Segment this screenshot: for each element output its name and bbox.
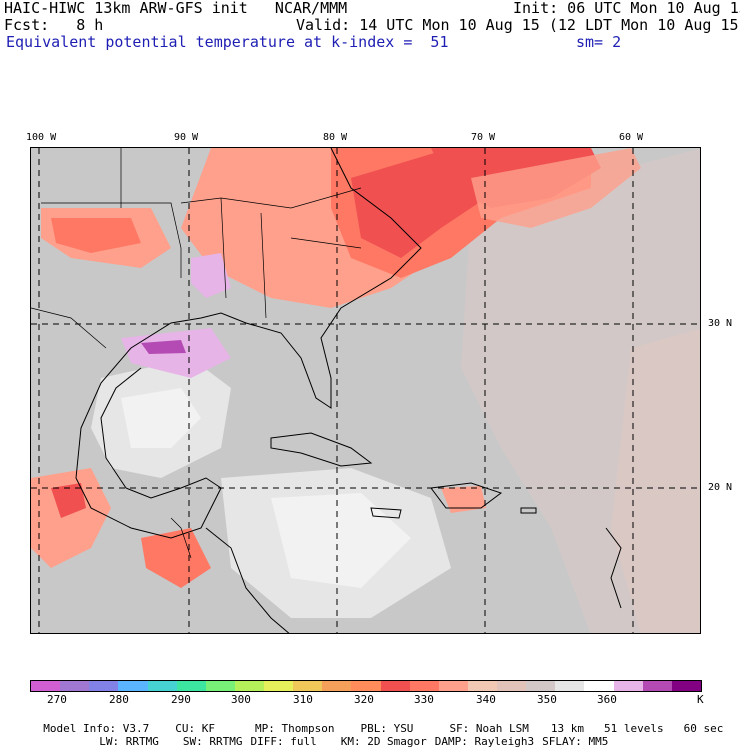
jamaica-outline	[370, 507, 402, 519]
colorbar-swatch	[205, 681, 235, 691]
colorbar-tick: 350	[537, 693, 557, 706]
colorbar-tick: 270	[47, 693, 67, 706]
sf-scheme: SF: Noah LSM	[449, 722, 529, 735]
colorbar-swatch	[497, 681, 527, 691]
border-8	[170, 517, 192, 559]
guatemala-warm-band	[141, 528, 211, 588]
colorbar-swatch	[671, 681, 701, 691]
footer-line-2: LW: RRTMG SW: RRTMG DIFF: full KM: 2D Smago…	[86, 724, 608, 748]
level-text: at k-index = 51	[304, 33, 449, 51]
central-america-coast	[205, 527, 290, 633]
lon-label-80w: 80 W	[323, 132, 348, 143]
colorbar-swatch	[322, 681, 352, 691]
vertical-levels: 51 levels	[604, 722, 664, 735]
colorbar-swatch	[118, 681, 148, 691]
km-scheme: KM: 2D Smagor	[340, 735, 427, 748]
texas-hot-band	[51, 218, 141, 253]
colorbar-swatch	[264, 681, 294, 691]
colorbar-swatch	[31, 681, 61, 691]
colorbar-swatch	[234, 681, 264, 691]
puerto-rico-outline	[520, 507, 537, 514]
forecast-hour: Fcst: 8 h	[4, 16, 104, 34]
colorbar-tick: 360	[597, 693, 617, 706]
gulf-white-area	[121, 388, 201, 448]
theta-e-map	[30, 147, 701, 634]
lon-label-100w: 100 W	[26, 132, 57, 143]
cu-scheme: CU: KF	[175, 722, 215, 735]
coastlines	[75, 148, 622, 633]
lon-label-90w: 90 W	[174, 132, 199, 143]
model-info: Model Info: V3.7	[43, 722, 150, 735]
sw-scheme: SW: RRTMG	[182, 735, 243, 748]
colorbar-swatch	[613, 681, 643, 691]
border-5	[260, 212, 267, 319]
sflay-scheme: SFLAY: MM5	[542, 735, 609, 748]
offshore-warm-fringe	[471, 148, 641, 228]
colorbar-swatch	[467, 681, 497, 691]
border-7	[31, 307, 107, 349]
colorbar-swatch	[584, 681, 614, 691]
colorbar-swatch	[89, 681, 119, 691]
pbl-scheme: PBL: YSU	[360, 722, 414, 735]
damp-scheme: DAMP: Rayleigh3	[434, 735, 535, 748]
colorbar-swatch	[351, 681, 381, 691]
border-3	[180, 187, 362, 209]
mexico-hot-spot	[51, 483, 86, 518]
lon-label-70w: 70 W	[471, 132, 496, 143]
colorbar-tick: 310	[293, 693, 313, 706]
latlon-grid	[31, 148, 700, 633]
footer-line-1: Model Info: V3.7 CU: KF MP: Thompson PBL: Y…	[30, 711, 723, 735]
colorbar-swatch	[438, 681, 468, 691]
colorbar-swatch	[380, 681, 410, 691]
cuba-outline	[270, 432, 373, 467]
field-name: Equivalent potential temperature	[6, 33, 295, 51]
lat-label-30n: 30 N	[708, 318, 733, 329]
lw-scheme: LW: RRTMG	[99, 735, 159, 748]
gulf-coastline	[75, 148, 422, 539]
border-6	[290, 237, 362, 249]
border-1	[41, 202, 182, 278]
colorbar-swatch	[409, 681, 439, 691]
colorbar-tick: 290	[171, 693, 191, 706]
colorbar-swatch	[147, 681, 177, 691]
state-borders	[31, 148, 362, 559]
colorbar	[30, 680, 702, 692]
colorbar-tick: 300	[231, 693, 251, 706]
mp-scheme: MP: Thompson	[254, 722, 335, 735]
colorbar-tick: 340	[476, 693, 496, 706]
timestep: 60 sec	[683, 722, 724, 735]
caribbean-white-area	[271, 493, 411, 588]
init-time: Init: 06 UTC Mon 10 Aug 15	[513, 0, 740, 17]
colorbar-swatch	[642, 681, 672, 691]
smoothing-text: sm= 2	[576, 33, 622, 51]
border-4	[220, 197, 227, 299]
valid-time: Valid: 14 UTC Mon 10 Aug 15 (12 LDT Mon …	[296, 16, 740, 34]
colorbar-swatch	[176, 681, 206, 691]
lesser-antilles	[605, 527, 622, 609]
mississippi-moist-area	[191, 253, 231, 298]
colorbar-unit: K	[697, 693, 704, 706]
map-canvas	[31, 148, 700, 633]
colorbar-swatch	[293, 681, 323, 691]
diff-scheme: DIFF: full	[250, 735, 317, 748]
colorbar-swatch	[526, 681, 556, 691]
colorbar-tick: 320	[354, 693, 374, 706]
model-title: HAIC-HIWC 13km ARW-GFS init NCAR/MMM	[4, 0, 348, 17]
hispaniola-outline	[430, 482, 503, 509]
hispaniola-warm-spot	[441, 486, 486, 513]
lat-label-20n: 20 N	[708, 482, 733, 493]
gulf-coast-moist-core	[141, 340, 186, 354]
colorbar-tick: 330	[414, 693, 434, 706]
colorbar-tick: 280	[109, 693, 129, 706]
resolution: 13 km	[550, 722, 585, 735]
mexico-warm-band	[31, 468, 111, 568]
colorbar-swatch	[60, 681, 90, 691]
colorbar-swatch	[555, 681, 585, 691]
lon-label-60w: 60 W	[619, 132, 644, 143]
